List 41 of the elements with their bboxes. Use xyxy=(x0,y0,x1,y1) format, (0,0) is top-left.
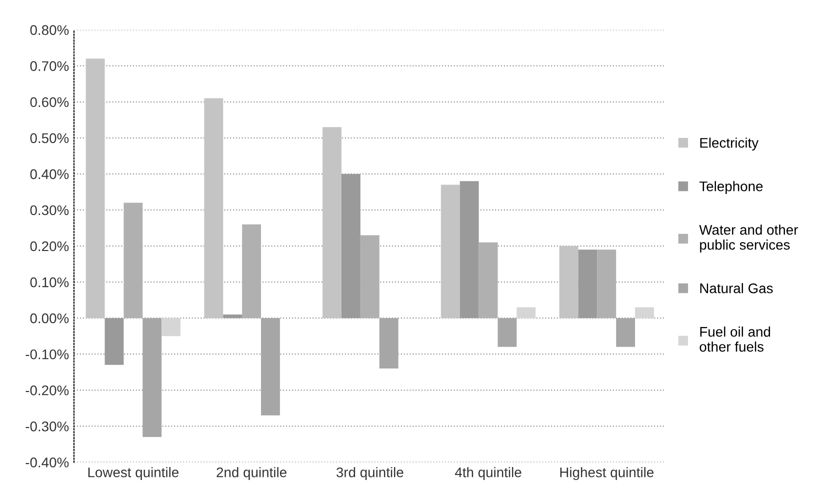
bar xyxy=(322,127,342,318)
y-tick-label: 0.20% xyxy=(30,241,69,252)
y-tick-label: 0.70% xyxy=(30,61,69,72)
bar xyxy=(204,98,224,318)
legend-label: Natural Gas xyxy=(700,283,773,294)
legend-label: Fuel oil and other fuels xyxy=(700,326,770,352)
x-tick-label: Highest quintile xyxy=(560,467,654,480)
y-tick-label: 0.40% xyxy=(30,169,69,180)
bar xyxy=(86,58,105,318)
bar xyxy=(142,318,162,437)
y-tick-label: -0.10% xyxy=(26,349,69,360)
y-tick-label: 0.50% xyxy=(30,133,69,144)
bar xyxy=(498,318,517,347)
x-tick-label: 3rd quintile xyxy=(336,467,404,480)
y-tick-label: 0.00% xyxy=(30,313,69,324)
legend-label: Electricity xyxy=(700,138,759,151)
bar xyxy=(440,184,460,318)
bar xyxy=(124,202,143,318)
bar xyxy=(162,318,181,336)
bar xyxy=(516,307,536,318)
y-tick-label: 0.80% xyxy=(30,25,69,35)
bar xyxy=(616,318,636,347)
y-tick-label: 0.60% xyxy=(30,97,69,108)
bar xyxy=(478,242,498,318)
y-tick-label: -0.40% xyxy=(26,458,69,468)
bar xyxy=(261,318,280,416)
y-tick-label: 0.10% xyxy=(30,277,69,288)
y-tick-label: 0.30% xyxy=(30,205,69,216)
bar xyxy=(242,224,261,318)
y-tick-label: -0.30% xyxy=(26,422,69,432)
bar xyxy=(597,250,616,318)
bar xyxy=(635,307,654,318)
x-tick-label: Lowest quintile xyxy=(88,467,178,480)
bar xyxy=(360,235,380,318)
legend-label: Telephone xyxy=(699,181,763,194)
bar xyxy=(559,246,578,318)
bar xyxy=(379,318,398,369)
x-tick-label: 4th quintile xyxy=(455,467,522,480)
legend-label: Water and other public services xyxy=(699,224,798,252)
y-tick-label: -0.20% xyxy=(26,385,69,396)
x-tick-label: 2nd quintile xyxy=(216,467,286,480)
